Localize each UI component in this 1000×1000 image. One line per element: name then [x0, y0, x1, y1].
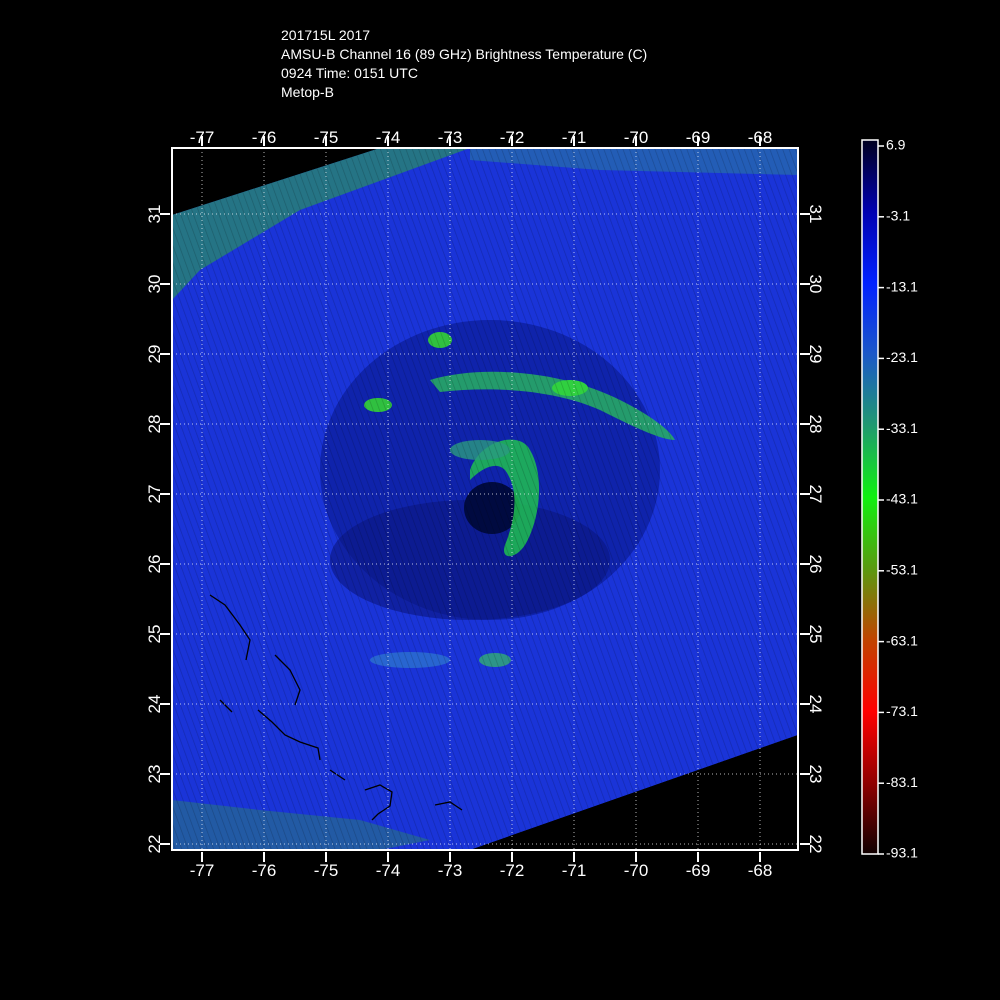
- lat-label-left: 27: [145, 485, 164, 504]
- colorbar-label: -3.1: [886, 208, 910, 224]
- lat-label-right: 28: [806, 415, 825, 434]
- scanline-texture: [172, 148, 798, 850]
- lat-label-left: 31: [145, 205, 164, 224]
- colorbar-label: -43.1: [886, 491, 918, 507]
- lon-label-bottom: -75: [314, 861, 339, 880]
- lon-label-top: -77: [190, 128, 215, 147]
- storm-id-line: 201715L 2017: [281, 27, 371, 43]
- lat-label-left: 28: [145, 415, 164, 434]
- lon-label-bottom: -68: [748, 861, 773, 880]
- graticule: [172, 148, 798, 850]
- colorbar-label: -53.1: [886, 562, 918, 578]
- lon-label-top: -74: [376, 128, 401, 147]
- lon-label-bottom: -72: [500, 861, 525, 880]
- lat-label-right: 27: [806, 485, 825, 504]
- colorbar-label: -33.1: [886, 420, 918, 436]
- colorbar-label: -83.1: [886, 774, 918, 790]
- lon-label-bottom: -76: [252, 861, 277, 880]
- axis-ticks: -77 -77 -76 -76 -75 -75 -74 -74 -73 -73 -72 -72 -71 -…: [145, 128, 825, 880]
- lat-label-right: 25: [806, 625, 825, 644]
- coastlines: [209, 594, 463, 821]
- time-line: 0924 Time: 0151 UTC: [281, 65, 418, 81]
- lon-label-bottom: -71: [562, 861, 587, 880]
- lat-label-right: 26: [806, 555, 825, 574]
- colorbar-label: -93.1: [886, 845, 918, 861]
- lat-label-left: 23: [145, 765, 164, 784]
- lon-label-top: -69: [686, 128, 711, 147]
- lat-label-left: 29: [145, 345, 164, 364]
- data-layer: [172, 148, 798, 850]
- lat-label-right: 29: [806, 345, 825, 364]
- lat-label-right: 23: [806, 765, 825, 784]
- lon-label-bottom: -70: [624, 861, 649, 880]
- product-title-line: AMSU-B Channel 16 (89 GHz) Brightness Te…: [281, 46, 648, 62]
- lat-label-right: 24: [806, 695, 825, 714]
- satellite-line: Metop-B: [281, 84, 334, 100]
- lat-label-left: 24: [145, 695, 164, 714]
- map-frame: [171, 147, 799, 851]
- lat-label-right: 31: [806, 205, 825, 224]
- lat-label-left: 30: [145, 275, 164, 294]
- lon-label-top: -76: [252, 128, 277, 147]
- lat-label-left: 22: [145, 835, 164, 854]
- lon-label-bottom: -69: [686, 861, 711, 880]
- lon-label-bottom: -73: [438, 861, 463, 880]
- lon-label-top: -71: [562, 128, 587, 147]
- colorbar-label: -13.1: [886, 278, 918, 294]
- lon-label-bottom: -77: [190, 861, 215, 880]
- colorbar-label: -23.1: [886, 349, 918, 365]
- colorbar-label: 6.9: [886, 137, 906, 153]
- colorbar-labels: 6.9 -3.1 -13.1 -23.1 -33.1 -43.1 -53.1 -63.1 -73…: [878, 137, 918, 861]
- lon-label-top: -68: [748, 128, 773, 147]
- lat-label-left: 25: [145, 625, 164, 644]
- colorbar-label: -63.1: [886, 632, 918, 648]
- lon-label-top: -73: [438, 128, 463, 147]
- lon-label-top: -75: [314, 128, 339, 147]
- colorbar: 6.9 -3.1 -13.1 -23.1 -33.1 -43.1 -53.1 -63.1 -73…: [861, 137, 918, 861]
- colorbar-label: -73.1: [886, 703, 918, 719]
- lon-label-top: -70: [624, 128, 649, 147]
- lat-label-right: 30: [806, 275, 825, 294]
- lon-label-bottom: -74: [376, 861, 401, 880]
- lat-label-left: 26: [145, 555, 164, 574]
- no-data-region: [470, 735, 798, 850]
- colorbar-gradient: [861, 139, 879, 855]
- lon-label-top: -72: [500, 128, 525, 147]
- figure-header: 201715L 2017 AMSU-B Channel 16 (89 GHz) …: [281, 26, 647, 102]
- lat-label-right: 22: [806, 835, 825, 854]
